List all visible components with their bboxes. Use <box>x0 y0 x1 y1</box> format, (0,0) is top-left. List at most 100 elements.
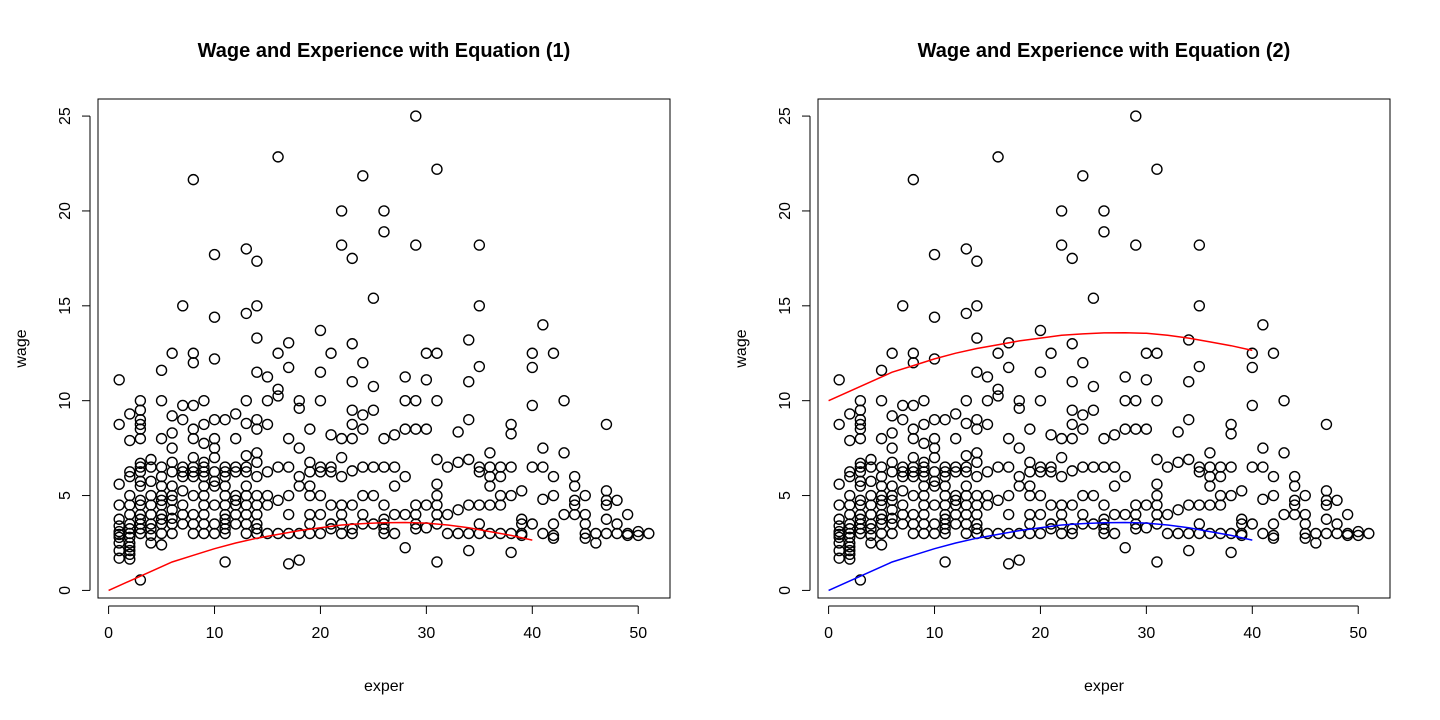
data-point <box>187 489 200 502</box>
data-point <box>1045 461 1057 473</box>
data-point <box>155 461 168 473</box>
data-point <box>335 508 348 521</box>
y-tick-label: 10 <box>777 392 794 410</box>
data-point <box>304 508 316 521</box>
data-point <box>410 508 422 521</box>
data-point <box>886 489 898 502</box>
data-point <box>187 357 200 369</box>
data-point <box>113 513 125 525</box>
data-point <box>113 499 125 511</box>
data-point <box>537 319 549 331</box>
data-point <box>484 470 496 483</box>
data-point <box>187 347 200 359</box>
data-point <box>124 499 136 511</box>
data-point <box>378 432 390 445</box>
data-point <box>399 423 411 435</box>
data-point <box>1098 499 1110 511</box>
data-point <box>124 544 136 557</box>
data-point <box>1151 478 1163 490</box>
data-point <box>516 485 528 497</box>
data-point <box>547 518 560 530</box>
data-point <box>1119 542 1131 554</box>
data-point <box>992 151 1004 163</box>
data-point <box>960 307 972 320</box>
data-point <box>463 376 475 388</box>
data-point <box>1130 508 1142 521</box>
data-point <box>1183 334 1195 346</box>
data-point <box>166 504 178 516</box>
data-point <box>463 334 475 346</box>
data-point <box>833 499 845 511</box>
data-point <box>240 461 252 473</box>
data-point <box>240 243 252 255</box>
y-tick-label: 25 <box>777 107 794 125</box>
data-point <box>907 451 920 464</box>
data-point <box>928 499 941 511</box>
data-point <box>918 418 930 431</box>
data-point <box>1066 376 1078 388</box>
data-point <box>166 456 178 469</box>
data-point <box>875 461 888 473</box>
data-point <box>219 523 231 535</box>
chart-panel-1: Wage and Experience with Equation (1) 0 10… <box>13 40 671 695</box>
data-point <box>166 427 178 439</box>
data-point <box>1246 518 1258 530</box>
data-point <box>1066 252 1078 265</box>
data-point <box>431 499 443 511</box>
data-point <box>971 523 983 535</box>
data-point <box>854 527 867 540</box>
data-point <box>399 371 411 383</box>
data-point <box>971 423 983 435</box>
data-point <box>208 451 221 464</box>
data-point <box>1055 499 1068 511</box>
data-point <box>928 442 941 454</box>
data-point <box>208 248 221 261</box>
data-point <box>452 426 464 438</box>
data-point <box>304 518 316 530</box>
data-point <box>1119 470 1131 483</box>
data-point <box>960 461 972 473</box>
data-point <box>844 499 856 511</box>
data-point <box>547 489 560 502</box>
data-point <box>230 508 242 521</box>
data-point <box>198 518 210 530</box>
data-point <box>335 239 348 251</box>
data-point <box>494 499 507 511</box>
data-point <box>971 470 983 483</box>
data-point <box>918 527 930 540</box>
data-point <box>198 394 210 407</box>
data-point <box>526 518 538 530</box>
data-point <box>240 417 252 430</box>
data-point <box>992 383 1004 395</box>
y-axis-label: wage <box>733 329 750 368</box>
data-point <box>378 461 390 473</box>
data-point <box>463 499 475 511</box>
data-point <box>261 466 274 478</box>
data-point <box>833 513 845 525</box>
data-point <box>1236 529 1248 542</box>
y-tick-label: 15 <box>57 297 74 315</box>
data-point <box>1140 499 1153 511</box>
y-tick-label: 15 <box>777 297 794 315</box>
data-point <box>1024 480 1036 492</box>
data-point <box>1204 527 1216 540</box>
data-point <box>378 523 390 535</box>
data-point <box>367 461 380 473</box>
data-point <box>420 347 433 359</box>
data-point <box>1024 518 1036 530</box>
data-point <box>198 508 210 521</box>
data-point <box>1246 361 1258 374</box>
data-point <box>251 332 263 344</box>
data-point <box>1246 399 1258 412</box>
data-point <box>1310 537 1322 549</box>
data-point <box>484 480 496 492</box>
data-point <box>1002 461 1015 473</box>
data-point <box>441 508 454 521</box>
data-point <box>431 394 443 407</box>
data-point <box>1098 226 1110 238</box>
data-point <box>346 432 358 445</box>
data-point <box>410 499 422 511</box>
data-point <box>230 408 242 420</box>
y-axis: 0 5 10 15 20 25 <box>57 107 91 595</box>
data-point <box>166 512 178 525</box>
